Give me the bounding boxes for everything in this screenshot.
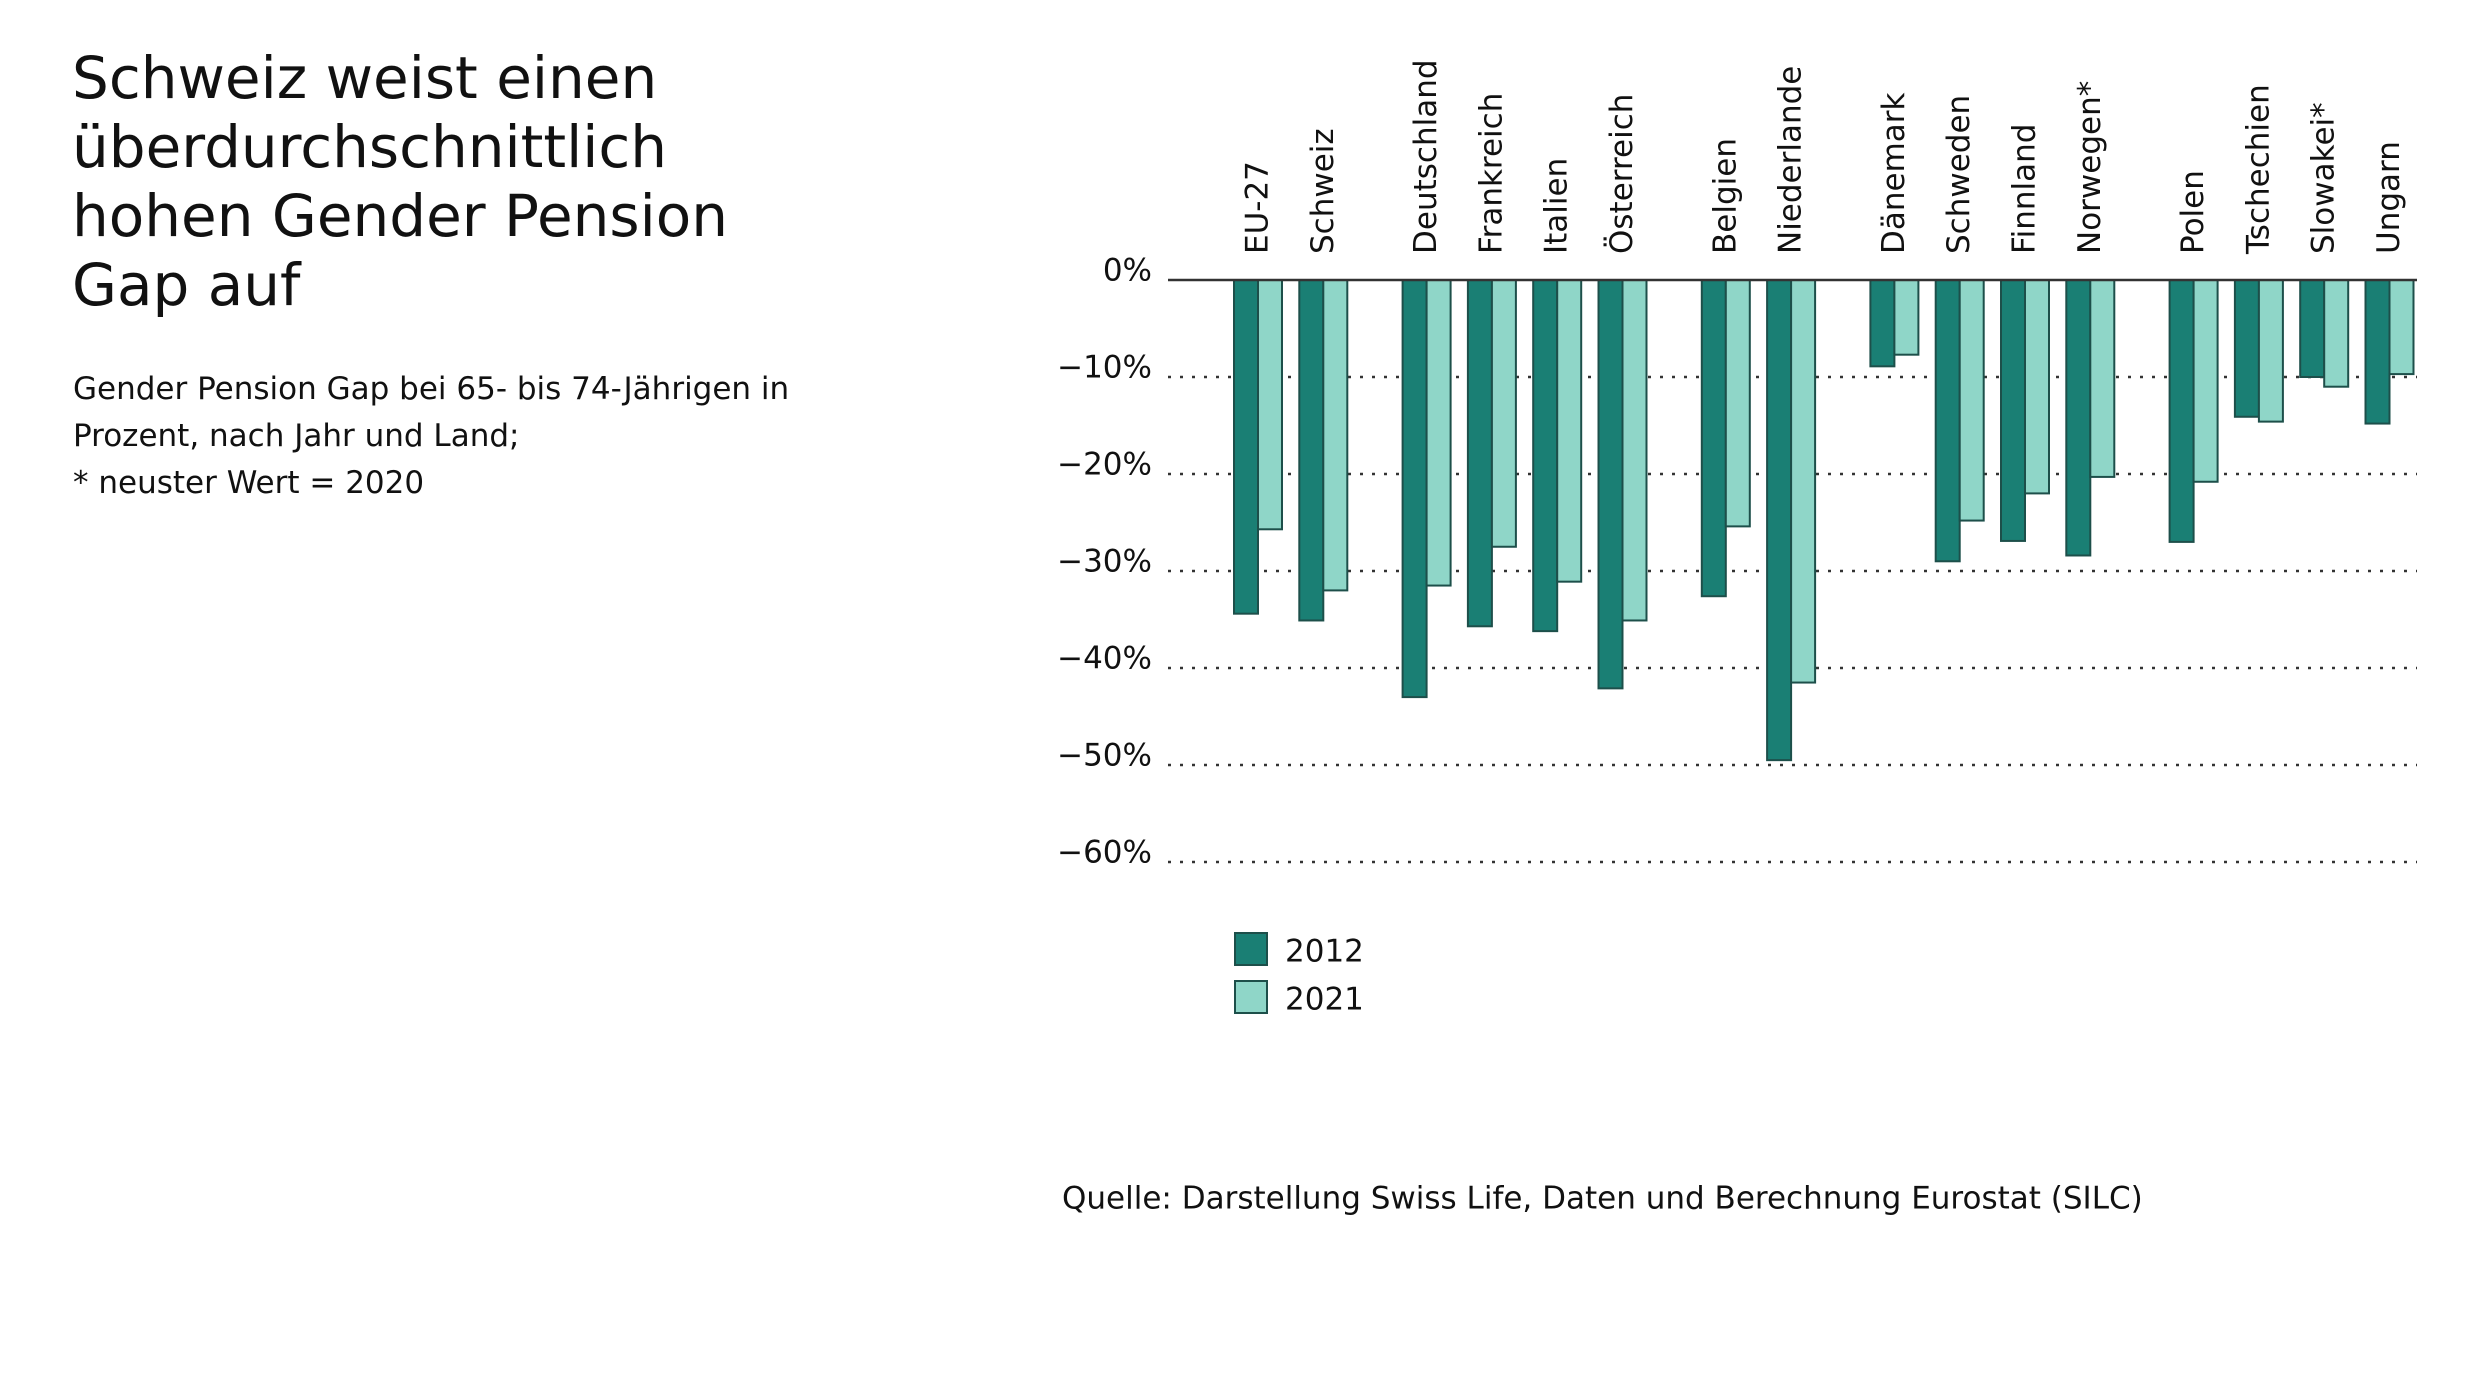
y-tick-label: 0%	[1103, 253, 1152, 289]
x-tick-label: Finnland	[2007, 124, 2043, 254]
x-tick-label: Italien	[1539, 158, 1575, 254]
y-tick-label: −50%	[1057, 738, 1152, 774]
y-tick-label: −30%	[1057, 544, 1152, 580]
x-tick-label: Niederlande	[1773, 66, 1809, 254]
legend-swatch	[1234, 980, 1268, 1014]
bar	[2364, 279, 2391, 425]
x-tick-label: Deutschland	[1408, 59, 1444, 254]
x-tick-label: Österreich	[1603, 94, 1640, 254]
bar	[2388, 279, 2415, 376]
y-tick-label: −10%	[1057, 350, 1152, 386]
y-tick-label: −40%	[1057, 641, 1152, 677]
bar	[1893, 279, 1920, 356]
bar	[1233, 279, 1259, 615]
subtitle-block: Gender Pension Gap bei 65- bis 74-Jährig…	[73, 366, 793, 507]
bar	[1425, 279, 1452, 587]
y-tick-label: −60%	[1057, 835, 1152, 871]
bar	[1621, 279, 1648, 622]
x-tick-label: Schweden	[1941, 95, 1977, 254]
bar	[1490, 279, 1517, 548]
bar	[1401, 279, 1428, 699]
y-tick-label: −20%	[1057, 447, 1152, 483]
x-tick-label: Slowakei*	[2306, 102, 2342, 254]
bar	[2257, 279, 2284, 423]
bar	[1298, 279, 1325, 622]
x-tick-label: Belgien	[1707, 138, 1743, 254]
legend-label: 2012	[1285, 934, 1364, 970]
bar	[1532, 279, 1559, 633]
bar	[1958, 279, 1985, 522]
source: Quelle: Darstellung Swiss Life, Daten un…	[1062, 1181, 2143, 1217]
bar	[1700, 279, 1727, 598]
bar	[1556, 279, 1583, 583]
bar	[2065, 279, 2092, 557]
legend-swatch	[1234, 932, 1268, 966]
bar	[1869, 279, 1896, 368]
x-tick-label: Norwegen*	[2072, 81, 2108, 254]
bar	[2089, 279, 2116, 478]
x-tick-label: Frankreich	[1473, 93, 1509, 254]
bar	[1257, 279, 1283, 531]
x-tick-label: Schweiz	[1305, 128, 1341, 254]
subtitle: Gender Pension Gap bei 65- bis 74-Jährig…	[73, 371, 790, 454]
bar	[1934, 279, 1961, 563]
x-tick-label: Ungarn	[2371, 141, 2407, 254]
x-tick-label: Dänemark	[1876, 92, 1912, 254]
bar	[1790, 279, 1817, 684]
bar	[2168, 279, 2195, 543]
x-tick-label: Tschechien	[2240, 84, 2276, 255]
x-tick-label: Polen	[2175, 170, 2211, 254]
bar	[1322, 279, 1349, 592]
bar	[1724, 279, 1751, 528]
bar	[1466, 279, 1493, 628]
legend-label: 2021	[1285, 982, 1364, 1018]
bar	[2299, 279, 2326, 378]
note: * neuster Wert = 2020	[73, 465, 425, 501]
bar	[2233, 279, 2260, 418]
bar	[2024, 279, 2050, 495]
bar	[1766, 279, 1793, 762]
bar	[2323, 279, 2350, 388]
chart-title: Schweiz weist einen überdurchschnittlich…	[72, 44, 728, 319]
bar	[2000, 279, 2026, 542]
x-tick-label: EU-27	[1240, 161, 1276, 254]
bar	[2192, 279, 2219, 483]
bar	[1597, 279, 1624, 690]
